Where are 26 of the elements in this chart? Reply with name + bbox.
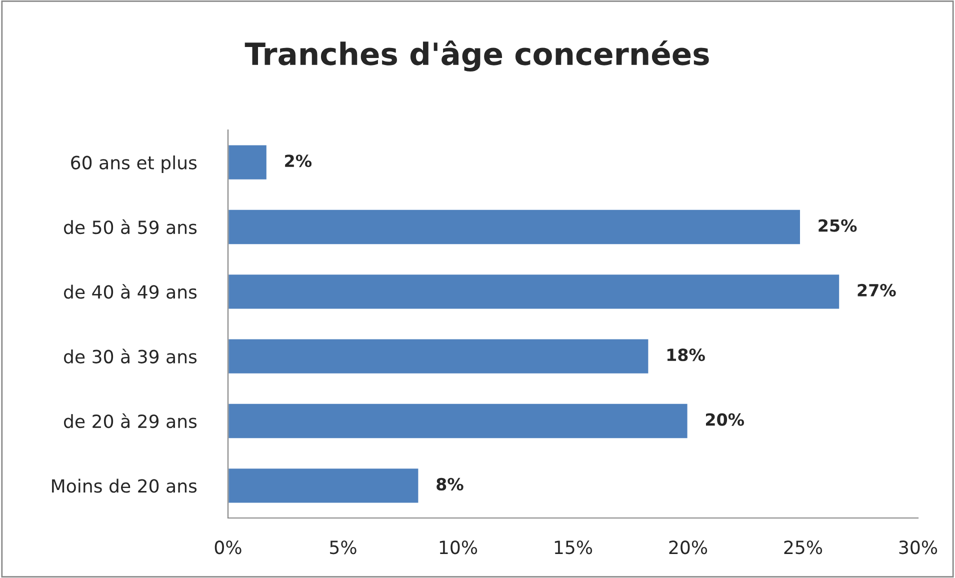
data-label: 2%	[285, 154, 312, 168]
bar	[228, 338, 650, 375]
bar	[228, 402, 689, 440]
y-tick-label: 60 ans et plus	[71, 155, 197, 173]
y-tick-label: Moins de 20 ans	[52, 478, 197, 493]
bar	[228, 273, 840, 310]
data-label: 8%	[436, 478, 464, 491]
bar	[228, 208, 802, 246]
y-tick-label: de 30 à 39 ans	[64, 348, 197, 364]
y-tick-label: de 20 à 29 ans	[64, 413, 197, 428]
y-tick-label: de 50 à 59 ans	[64, 219, 197, 234]
bar	[228, 467, 420, 504]
x-tick-label: 0%	[214, 540, 242, 554]
x-tick-label: 15%	[554, 540, 592, 554]
data-label: 18%	[667, 348, 705, 362]
data-label: 25%	[818, 219, 857, 232]
data-label: 20%	[706, 413, 744, 426]
x-tick-label: 10%	[440, 540, 478, 554]
x-tick-label: 5%	[330, 540, 356, 554]
x-tick-label: 20%	[669, 540, 708, 554]
x-tick-label: 30%	[899, 540, 938, 554]
bar	[228, 144, 268, 181]
y-tick-label: de 40 à 49 ans	[64, 284, 197, 299]
chart-title: Tranches d'âge concernées	[244, 40, 709, 72]
data-label: 27%	[858, 284, 896, 297]
x-tick-label: 25%	[784, 540, 822, 554]
